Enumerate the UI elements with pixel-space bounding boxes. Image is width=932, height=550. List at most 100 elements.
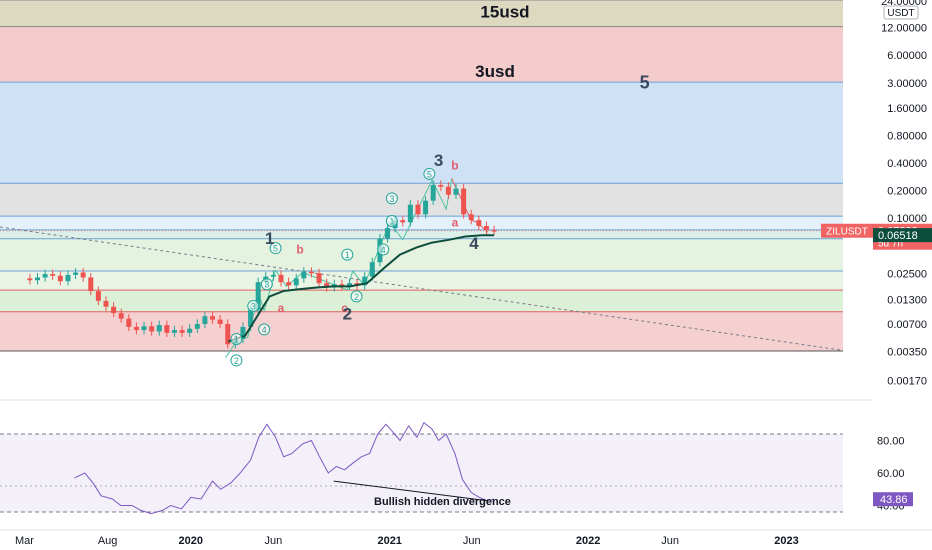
circle-label-text: 1 [389,217,394,227]
candle [194,323,200,329]
zone-3 [0,183,843,217]
circle-wave-labels: 1 2 3 4 5 3 1 2 4 1 3 5 [230,167,436,367]
candle [415,204,421,215]
price-tags: ZILUSDT0.072835d 7h0.06518 [821,223,932,250]
candle [316,273,322,284]
candle [27,278,33,281]
candle [324,283,330,288]
circle-label-text: 4 [262,325,267,335]
time-tick-label: 2021 [377,535,401,547]
zone-4 [0,216,843,230]
oscillator-line [74,421,495,515]
zone-label-3usd: 3usd [475,62,515,81]
candle [407,204,413,223]
candle [385,228,391,239]
currency-box[interactable] [883,5,919,20]
circle-label [260,278,273,291]
candle [103,300,109,307]
circle-label [247,299,260,312]
divergence-line [333,480,487,502]
time-tick-label: 2022 [576,535,600,547]
circle-label [341,248,354,261]
price-tick-label: 0.00170 [887,375,927,387]
price-tick-label: 1.60000 [887,103,927,115]
circle-label-text: 4 [381,245,386,255]
zone-label-15usd: 15usd [480,2,529,21]
candle [483,226,489,231]
candle [88,277,94,292]
zone-8 [0,290,843,312]
candle [400,220,406,223]
circle-label [350,290,363,303]
candle [461,188,467,215]
candle [141,326,147,331]
candle [430,184,436,201]
circle-label-text: 2 [234,356,239,366]
wave-label: 3 [434,151,443,170]
candle [42,274,48,278]
circle-label-text: 3 [251,301,256,311]
circle-label [385,215,398,228]
candle [179,330,185,333]
candle [73,272,79,275]
circle-label [230,332,243,345]
price-tick-label: 0.40000 [887,158,927,170]
price-axis[interactable]: 12.00000 6.00000 3.00000 1.60000 0.80000 0.40… [872,0,932,405]
zone-0 [0,0,843,27]
oscillator-value: 43.86 [880,494,908,506]
candle [362,276,368,286]
price-tick-label: 0.10000 [887,213,927,225]
candles [27,180,497,349]
price-tick-label: 3.00000 [887,78,927,90]
circle-label-text: 1 [345,250,350,260]
zone-5 [0,229,843,239]
candle [149,326,155,332]
circle-label-text: 3 [264,280,269,290]
time-axis[interactable]: Mar Aug 2020 Jun 2021 Jun 2022 Jun 2023 [0,529,932,547]
wave-label: a [452,216,459,230]
circle-label [230,354,243,367]
candle [255,282,261,310]
circle-label-text: 5 [427,169,432,179]
currency-label: USDT [887,8,914,19]
candle [111,306,117,314]
price-tag-symbol: ZILUSDT [826,227,868,238]
price-tick-label: 0.02500 [887,268,927,280]
candle [476,220,482,227]
candle [445,186,451,195]
circle-label [377,243,390,256]
time-tick-label: Mar [15,535,34,547]
candle [369,262,375,277]
wave-label: 2 [343,305,352,324]
price-tick-label: 0.00700 [887,319,927,331]
price-tick-label: 12.00000 [881,23,927,35]
oscillator-tick-label: 60.00 [877,468,905,480]
circle-label-text: 1 [234,334,239,344]
price-tick-label: 24.00000 [881,0,927,8]
wave-label: b [451,158,458,172]
wave-label: b [296,243,303,257]
candle [278,274,284,283]
candle [171,330,177,333]
wave-label: 4 [469,234,479,253]
price-tick-label: 0.80000 [887,130,927,142]
candle [202,316,208,324]
zone-1 [0,26,843,83]
candle [164,325,170,333]
candle [217,319,223,324]
price-tag-countdown: 5d 7h [878,239,903,250]
candle [80,272,86,278]
price-tick-label: 6.00000 [887,50,927,62]
candle [286,282,292,286]
price-tag-value: 0.06518 [878,230,918,242]
price-tick-label: 0.00350 [887,347,927,359]
zone-6 [0,238,843,271]
candle [248,309,254,327]
zone-7 [0,270,843,291]
candle [346,283,352,286]
price-tick-label: 0.01300 [887,294,927,306]
candle [491,230,497,232]
candle [453,188,459,195]
